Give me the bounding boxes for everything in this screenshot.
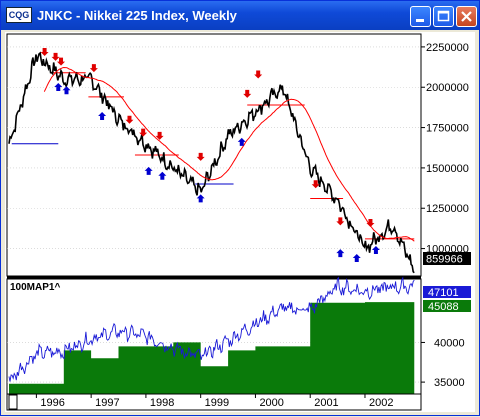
close-icon <box>461 11 472 22</box>
buy-arrow-icon <box>371 245 380 254</box>
indicator-tick-label: 40000 <box>434 337 465 349</box>
sell-arrow-icon <box>196 152 205 161</box>
buy-arrow-icon <box>196 194 205 203</box>
year-label: 1999 <box>205 397 229 409</box>
time-axis <box>6 393 422 411</box>
indicator-step-area <box>9 302 415 394</box>
sell-arrow-icon <box>243 89 252 98</box>
scroll-handle[interactable] <box>8 394 18 410</box>
panel-separator <box>7 276 421 279</box>
year-label: 2000 <box>259 397 283 409</box>
buy-arrow-icon <box>158 171 167 180</box>
buy-arrow-icon <box>352 254 361 263</box>
sell-arrow-icon <box>155 131 164 140</box>
year-label: 1997 <box>95 397 119 409</box>
indicator-label: 100MAP1^ <box>10 282 60 293</box>
sell-arrow-icon <box>254 70 263 79</box>
buy-arrow-icon <box>54 83 63 92</box>
indicator-tick-label: 35000 <box>434 377 465 389</box>
sell-arrow-icon <box>366 218 375 227</box>
indicator-axis: 40000 35000 <box>421 337 465 389</box>
buy-arrow-icon <box>98 112 107 121</box>
sell-arrow-icon <box>125 115 134 124</box>
buy-arrow-icon <box>336 249 345 258</box>
indicator-badge-green <box>423 300 471 312</box>
minimize-button[interactable] <box>410 6 431 27</box>
time-axis-labels: 1996 1997 1998 1999 2000 2001 2002 <box>35 394 393 409</box>
sell-arrow-icon <box>89 64 98 73</box>
indicator-value-green: 45088 <box>428 301 459 313</box>
maximize-button[interactable] <box>433 6 454 27</box>
close-button[interactable] <box>456 6 477 27</box>
price-axis: 2250000200000017500001500000125000010000… <box>421 42 469 256</box>
sell-arrow-icon <box>40 47 49 56</box>
last-price-value: 859966 <box>426 254 463 266</box>
price-tick-label: 2250000 <box>426 42 469 54</box>
price-tick-label: 1250000 <box>426 203 469 215</box>
price-tick-label: 1750000 <box>426 123 469 135</box>
maximize-icon <box>437 10 450 22</box>
buy-arrow-icon <box>237 137 246 146</box>
price-gridlines <box>7 46 421 249</box>
sell-arrow-icon <box>51 52 60 61</box>
buy-arrow-icon <box>62 86 71 95</box>
sell-arrow-icon <box>139 128 148 137</box>
app-icon[interactable]: CQG <box>6 7 32 23</box>
sell-arrow-icon <box>311 180 320 189</box>
year-label: 1998 <box>150 397 174 409</box>
year-label: 2002 <box>369 397 393 409</box>
indicator-line <box>8 276 415 382</box>
year-label: 2001 <box>314 397 338 409</box>
minimize-icon <box>416 19 424 22</box>
buy-arrow-icon <box>144 166 153 175</box>
price-series <box>8 51 415 274</box>
sell-arrow-icon <box>57 57 66 66</box>
indicator-value-blue: 47101 <box>428 287 459 299</box>
year-label: 1996 <box>40 397 64 409</box>
indicator-badge-blue <box>423 286 471 298</box>
chart-area[interactable]: 2250000 2000000 1750000 1500000 1250000 10000… <box>5 32 475 412</box>
title-bar[interactable]: CQG JNKC - Nikkei 225 Index, Weekly <box>1 1 479 30</box>
last-price-badge <box>423 252 471 265</box>
price-tick-label: 2000000 <box>426 82 469 94</box>
window-title: JNKC - Nikkei 225 Index, Weekly <box>37 8 237 23</box>
moving-average-line <box>43 66 415 242</box>
sell-arrow-icon <box>336 217 345 226</box>
signal-arrows <box>40 47 380 263</box>
price-tick-label: 1500000 <box>426 163 469 175</box>
